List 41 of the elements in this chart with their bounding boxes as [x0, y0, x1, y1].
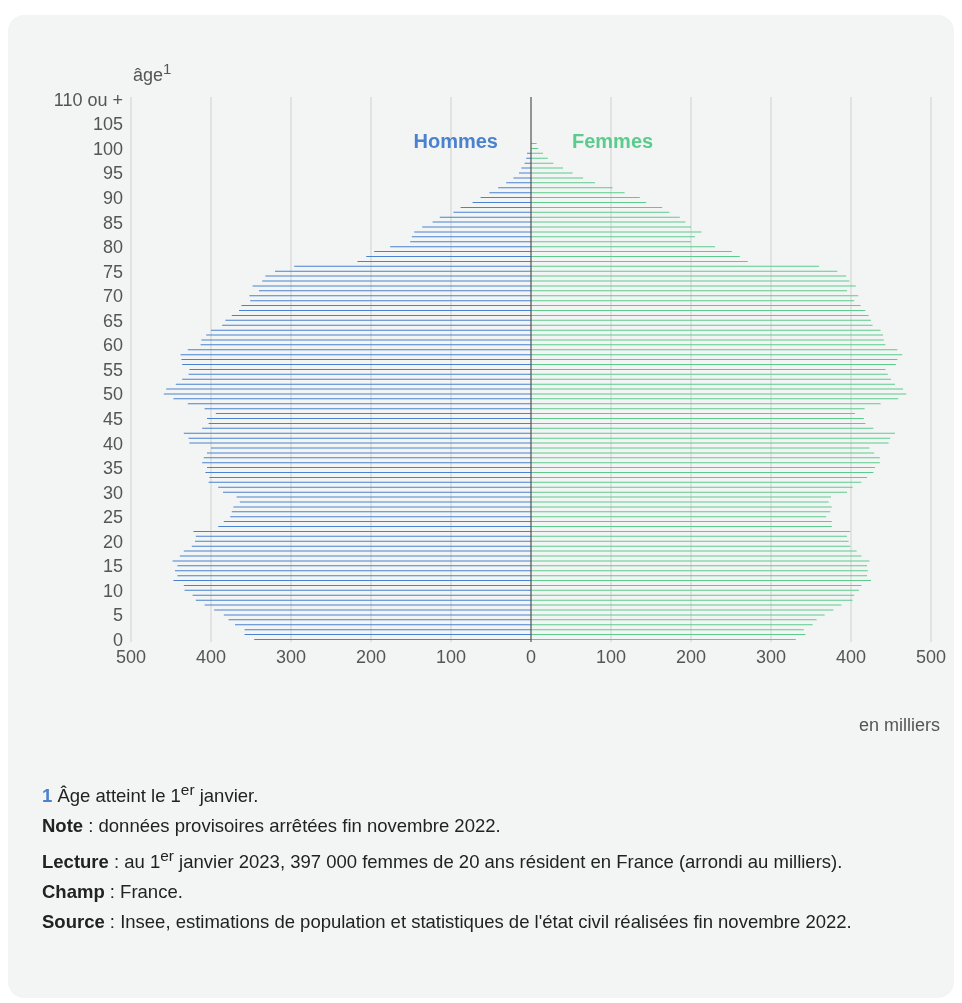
- x-tick-label: 200: [355, 646, 387, 667]
- series-label: Femmes: [572, 130, 654, 153]
- x-tick-label: 300: [755, 646, 787, 667]
- y-tick-label: 45: [102, 408, 123, 429]
- y-tick-label: 50: [102, 384, 123, 405]
- y-tick-label: 85: [102, 212, 123, 233]
- y-tick-label: 105: [92, 114, 123, 135]
- y-tick-label: 70: [102, 286, 123, 307]
- text: Champ : France.: [42, 881, 183, 903]
- x-tick-label: 100: [435, 646, 467, 667]
- x-tick-label: 500: [915, 646, 947, 667]
- y-tick-label: 80: [102, 237, 123, 258]
- text: 1 Âge atteint le 1$^{er}$ janvier.: [42, 781, 259, 807]
- x-axis-title: en milliers: [858, 715, 940, 736]
- y-tick-label: 40: [102, 433, 123, 454]
- y-tick-label: 30: [102, 482, 123, 503]
- y-tick-label: 65: [102, 310, 123, 331]
- x-tick-label: 300: [275, 646, 307, 667]
- x-tick-label: 400: [195, 646, 227, 667]
- x-tick-label: 100: [595, 646, 627, 667]
- y-tick-label: 110 ou +: [53, 89, 123, 110]
- y-tick-label: 100: [92, 138, 123, 159]
- y-tick-label: 15: [102, 556, 123, 577]
- x-tick-label: 0: [525, 646, 537, 667]
- y-tick-label: 55: [102, 359, 123, 380]
- y-tick-label: 20: [102, 531, 123, 552]
- x-tick-label: 400: [835, 646, 867, 667]
- y-tick-label: 25: [102, 507, 123, 528]
- source-note: Source : Insee, estimations de population et statistiques de l'état civil réalisées fin novembre 2022.: [42, 911, 852, 933]
- y-tick-label: 90: [102, 188, 123, 209]
- y-tick-label: 35: [102, 458, 123, 479]
- y-tick-label: 60: [102, 335, 123, 356]
- y-tick-label: 5: [112, 605, 123, 626]
- y-tick-label: 75: [102, 261, 123, 282]
- y-tick-label: 95: [102, 163, 123, 184]
- x-tick-label: 200: [675, 646, 707, 667]
- text: Lecture : au 1$^{er}$ janvier 2023, 397 000 femmes de 20 ans résident en France (arrondi au milliers).: [42, 847, 843, 873]
- text: Note : données provisoires arrêtées fin novembre 2022.: [42, 815, 501, 837]
- series-label: Hommes: [413, 130, 498, 153]
- y-tick-label: 10: [102, 580, 123, 601]
- y-axis-title: âge$^{1}$: [133, 60, 172, 86]
